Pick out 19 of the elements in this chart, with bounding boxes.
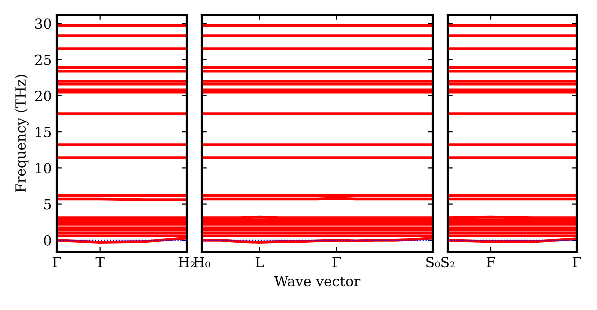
x-tick-label: H₀ (194, 257, 210, 268)
x-tick-label: S₂ (442, 257, 455, 268)
x-tick-label: Γ (572, 257, 582, 268)
y-tick-label: 30 (36, 18, 52, 30)
y-tick-label: 10 (36, 163, 52, 174)
y-tick-label: 0 (44, 235, 52, 246)
y-tick-label: 25 (35, 54, 52, 66)
x-tick-label: H₂ (178, 257, 195, 268)
y-tick-label: 20 (35, 90, 52, 102)
x-tick-label: Γ (52, 257, 62, 268)
y-axis-title: Frequency (THz) (15, 75, 29, 192)
x-tick-label: T (96, 257, 105, 268)
y-tick-label: 5 (44, 199, 52, 210)
x-tick-label: F (486, 257, 496, 268)
y-tick-label: 15 (36, 127, 52, 138)
x-tick-label: L (256, 257, 264, 268)
x-tick-label: Γ (332, 257, 341, 268)
x-tick-label: S₀ (426, 257, 440, 268)
x-axis-title: Wave vector (274, 276, 361, 287)
